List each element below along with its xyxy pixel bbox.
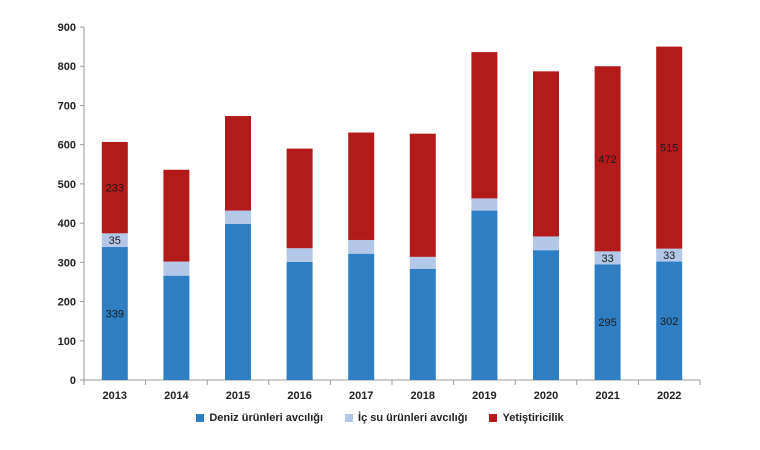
y-tick-label: 400 xyxy=(58,218,76,230)
legend-label: İç su ürünleri avcılığı xyxy=(358,412,468,424)
bar-segment xyxy=(656,248,683,262)
bar-segment xyxy=(409,256,436,270)
bar-segment xyxy=(101,233,128,248)
bar-segment xyxy=(409,269,436,380)
y-tick-label: 900 xyxy=(58,22,76,34)
bar-segment xyxy=(594,264,621,380)
y-tick-label: 800 xyxy=(58,61,76,73)
y-tick-label: 0 xyxy=(70,375,76,387)
bar-segment xyxy=(656,46,683,249)
legend: Deniz ürünleri avcılığı İç su ürünleri a… xyxy=(0,412,760,424)
bar-segment xyxy=(533,250,559,380)
bar-segment xyxy=(163,169,190,262)
bar-segment xyxy=(471,52,498,199)
data-label: 233 xyxy=(106,183,124,195)
bar-segment xyxy=(348,132,375,240)
bar-segment xyxy=(656,261,683,380)
legend-swatch xyxy=(345,414,354,422)
y-axis: 0 100 200 300 400 500 600 700 800 900 xyxy=(58,22,85,387)
bar-segment xyxy=(409,133,436,257)
x-tick-label: 2020 xyxy=(534,390,558,402)
data-labels: 339 35 233 295 33 472 302 33 515 xyxy=(106,143,679,330)
data-label: 472 xyxy=(598,154,616,166)
data-label: 295 xyxy=(598,317,616,329)
bars xyxy=(101,46,683,380)
x-tick-label: 2015 xyxy=(226,390,250,402)
legend-item-ic-su: İç su ürünleri avcılığı xyxy=(345,412,467,424)
bar-segment xyxy=(594,66,621,252)
legend-label: Yetiştiricilik xyxy=(502,412,564,424)
bar-segment xyxy=(163,275,190,380)
y-tick-label: 300 xyxy=(58,257,76,269)
bar-segment xyxy=(471,210,498,380)
legend-item-deniz: Deniz ürünleri avcılığı xyxy=(196,412,323,424)
bar-segment xyxy=(533,236,559,251)
bar-segment xyxy=(101,141,128,234)
data-label: 339 xyxy=(106,309,124,321)
x-tick-label: 2021 xyxy=(595,390,619,402)
y-tick-label: 700 xyxy=(58,100,76,112)
bar-segment xyxy=(225,210,251,224)
x-tick-label: 2022 xyxy=(657,390,681,402)
bar-segment xyxy=(286,148,313,249)
data-label: 302 xyxy=(660,316,678,328)
bar-segment xyxy=(348,239,375,254)
legend-swatch xyxy=(489,414,498,422)
x-tick-label: 2019 xyxy=(472,390,496,402)
data-label: 515 xyxy=(660,143,678,155)
bar-segment xyxy=(594,251,621,265)
y-tick-label: 200 xyxy=(58,297,76,309)
data-label: 33 xyxy=(601,253,613,265)
x-tick-label: 2013 xyxy=(103,390,127,402)
bar-segment xyxy=(163,261,190,276)
legend-item-yetistiricilik: Yetiştiricilik xyxy=(489,412,564,424)
bar-segment xyxy=(286,248,313,262)
bar-segment xyxy=(225,116,251,211)
y-tick-label: 100 xyxy=(58,336,76,348)
x-tick-label: 2016 xyxy=(287,390,311,402)
data-label: 35 xyxy=(109,235,121,247)
bar-segment xyxy=(348,253,375,380)
y-tick-label: 600 xyxy=(58,140,76,152)
data-label: 33 xyxy=(663,250,675,262)
legend-label: Deniz ürünleri avcılığı xyxy=(209,412,324,424)
bar-segment xyxy=(471,198,498,211)
bar-segment xyxy=(101,247,128,380)
x-tick-label: 2014 xyxy=(164,390,189,402)
y-tick-label: 500 xyxy=(58,179,76,191)
bar-segment xyxy=(533,71,559,237)
x-axis: 2013 2014 2015 2016 2017 2018 2019 2020 2021 2022 xyxy=(83,379,701,402)
x-tick-label: 2017 xyxy=(349,390,373,402)
bar-segment xyxy=(286,261,313,380)
legend-swatch xyxy=(196,414,205,422)
x-tick-label: 2018 xyxy=(411,390,435,402)
bar-segment xyxy=(225,223,251,380)
